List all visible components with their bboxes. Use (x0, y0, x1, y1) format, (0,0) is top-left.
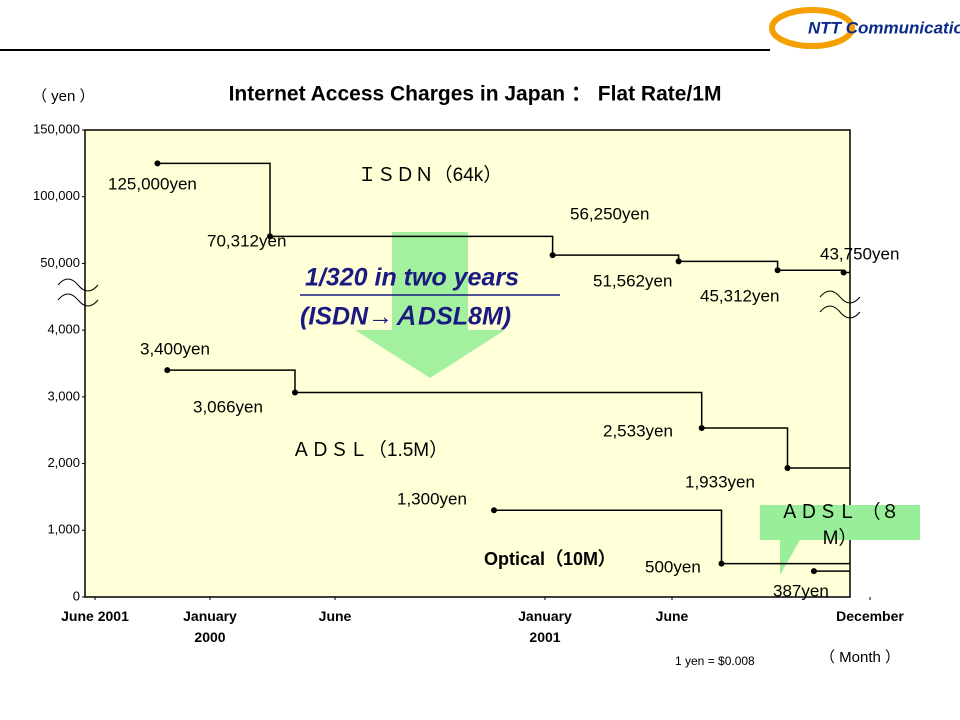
x-tick-label: December (836, 608, 904, 624)
annotation: (ISDN→ＡDSL8M) (300, 303, 511, 331)
step-line (167, 369, 850, 469)
callout (760, 505, 920, 575)
y-axis-label: （ yen ） (32, 88, 95, 105)
y-tick-label: 3,000 (47, 388, 80, 403)
x-tick-label: June 2001 (61, 608, 129, 624)
x-tick-label: June (318, 608, 352, 624)
value-label: 56,250yen (570, 204, 649, 223)
plot-area (84, 129, 851, 598)
point (267, 233, 273, 240)
point (292, 389, 298, 396)
y-tick-label: 1,000 (47, 522, 80, 537)
value-label: 1,933yen (685, 472, 755, 491)
value-label: 1,300yen (397, 489, 467, 508)
y-tick-label: 150,000 (33, 121, 80, 136)
point (718, 560, 725, 567)
point (784, 465, 791, 472)
value-label: 2,533yen (603, 421, 673, 440)
annotation: 1/320 in two years (305, 264, 519, 292)
point (549, 252, 556, 259)
value-label: 43,750yen (820, 244, 899, 263)
series-label: ＡＤＳＬ（1.5M） (291, 440, 449, 461)
value-label: 3,066yen (193, 397, 263, 416)
logo-mark (769, 7, 855, 49)
series-group (157, 162, 850, 572)
value-label: 387yen (773, 581, 829, 600)
y-tick-label: 4,000 (47, 322, 80, 337)
value-label: 125,000yen (108, 174, 197, 193)
series-label: ＩＳＤＮ（64k） (357, 165, 503, 186)
x-tick-label: January 2001 (518, 608, 572, 645)
axis-break (57, 278, 861, 319)
note: 1 yen = $0.008 (675, 654, 755, 668)
point (698, 425, 705, 432)
value-label: 70,312yen (207, 231, 286, 250)
point (774, 267, 781, 274)
point (675, 258, 682, 265)
x-axis-label: （ Month ） (820, 649, 900, 666)
point (810, 568, 817, 575)
point (154, 160, 161, 167)
x-tick-label: January 2000 (183, 608, 237, 645)
step-line (494, 509, 850, 565)
point (491, 507, 497, 514)
chart-title: Internet Access Charges in Japan ： Flat … (229, 83, 722, 106)
x-tick-label: June (655, 608, 689, 624)
point (164, 367, 171, 374)
value-label: 3,400yen (140, 339, 210, 358)
y-tick-label: 0 (73, 588, 80, 603)
series-label: ＡＤＳＬ （８M） (780, 502, 900, 549)
arrow (355, 232, 505, 378)
point (840, 269, 847, 276)
y-tick-label: 100,000 (33, 188, 80, 203)
value-label: 51,562yen (593, 271, 672, 290)
value-label: 45,312yen (700, 286, 779, 305)
logo: NTT Communications (808, 18, 960, 37)
y-tick-label: 2,000 (47, 455, 80, 470)
y-tick-label: 50,000 (40, 255, 80, 270)
value-label: 500yen (645, 557, 701, 576)
series-label: Optical（10M） (483, 549, 617, 569)
